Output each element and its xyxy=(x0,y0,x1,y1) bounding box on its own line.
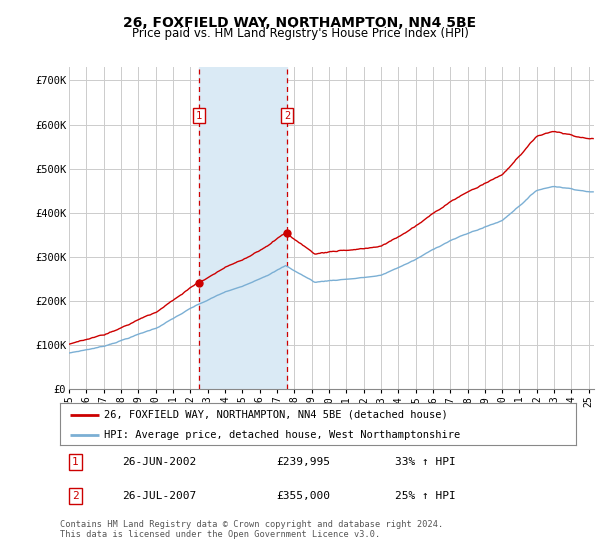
Text: 26-JUL-2007: 26-JUL-2007 xyxy=(122,491,196,501)
Text: Contains HM Land Registry data © Crown copyright and database right 2024.
This d: Contains HM Land Registry data © Crown c… xyxy=(60,520,443,539)
Text: 25% ↑ HPI: 25% ↑ HPI xyxy=(395,491,456,501)
Text: £239,995: £239,995 xyxy=(277,457,331,467)
Text: 2: 2 xyxy=(72,491,79,501)
Text: 1: 1 xyxy=(72,457,79,467)
Text: 33% ↑ HPI: 33% ↑ HPI xyxy=(395,457,456,467)
Text: HPI: Average price, detached house, West Northamptonshire: HPI: Average price, detached house, West… xyxy=(104,430,460,440)
Text: Price paid vs. HM Land Registry's House Price Index (HPI): Price paid vs. HM Land Registry's House … xyxy=(131,27,469,40)
Text: 26, FOXFIELD WAY, NORTHAMPTON, NN4 5BE: 26, FOXFIELD WAY, NORTHAMPTON, NN4 5BE xyxy=(124,16,476,30)
Text: £355,000: £355,000 xyxy=(277,491,331,501)
Text: 1: 1 xyxy=(196,111,202,121)
Text: 26, FOXFIELD WAY, NORTHAMPTON, NN4 5BE (detached house): 26, FOXFIELD WAY, NORTHAMPTON, NN4 5BE (… xyxy=(104,410,448,420)
Bar xyxy=(199,67,287,389)
Text: 26-JUN-2002: 26-JUN-2002 xyxy=(122,457,196,467)
Text: 2: 2 xyxy=(284,111,290,121)
